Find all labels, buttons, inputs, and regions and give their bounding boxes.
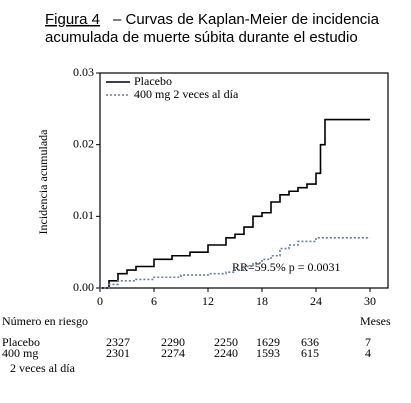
risk-value: 4 bbox=[365, 346, 371, 360]
risk-table-title: Número en riesgo bbox=[2, 314, 88, 328]
legend-label: 400 mg 2 veces al día bbox=[134, 87, 239, 101]
y-axis-label: Incidencia acumulada bbox=[36, 129, 50, 235]
x-tick-label: 18 bbox=[256, 294, 268, 308]
risk-value: 615 bbox=[301, 346, 319, 360]
y-tick-label: 0.01 bbox=[73, 208, 94, 222]
y-tick-label: 0.00 bbox=[73, 280, 94, 294]
plot-frame bbox=[99, 72, 389, 289]
risk-value: 2290 bbox=[161, 335, 185, 349]
chart-title: – Curvas de Kaplan-Meier de incidencia bbox=[113, 11, 380, 28]
risk-value: 2250 bbox=[214, 335, 238, 349]
km-curve bbox=[100, 237, 370, 289]
y-tick-label: 0.02 bbox=[73, 136, 94, 150]
x-tick-label: 12 bbox=[202, 294, 214, 308]
risk-value: 2240 bbox=[214, 346, 238, 360]
risk-value: 636 bbox=[301, 335, 319, 349]
risk-value: 7 bbox=[365, 335, 371, 349]
risk-value: 1629 bbox=[256, 335, 280, 349]
risk-table-note: 2 veces al día bbox=[10, 361, 76, 375]
risk-value: 2327 bbox=[106, 335, 130, 349]
risk-value: 2301 bbox=[106, 346, 130, 360]
x-axis-label: Meses bbox=[360, 314, 391, 328]
x-tick-label: 24 bbox=[310, 294, 322, 308]
risk-row-name: 400 mg bbox=[2, 346, 38, 360]
figure-label: Figura 4 bbox=[45, 11, 100, 28]
y-tick-label: 0.03 bbox=[73, 65, 94, 79]
risk-row-name: Placebo bbox=[2, 335, 40, 349]
risk-value: 1593 bbox=[256, 346, 280, 360]
risk-value: 2274 bbox=[161, 346, 185, 360]
x-tick-label: 30 bbox=[364, 294, 376, 308]
chart-title-line2: acumulada de muerte súbita durante el es… bbox=[45, 29, 358, 46]
km-curve bbox=[100, 118, 370, 289]
x-tick-label: 6 bbox=[151, 294, 157, 308]
x-tick-label: 0 bbox=[97, 294, 103, 308]
legend-label: Placebo bbox=[134, 74, 172, 88]
